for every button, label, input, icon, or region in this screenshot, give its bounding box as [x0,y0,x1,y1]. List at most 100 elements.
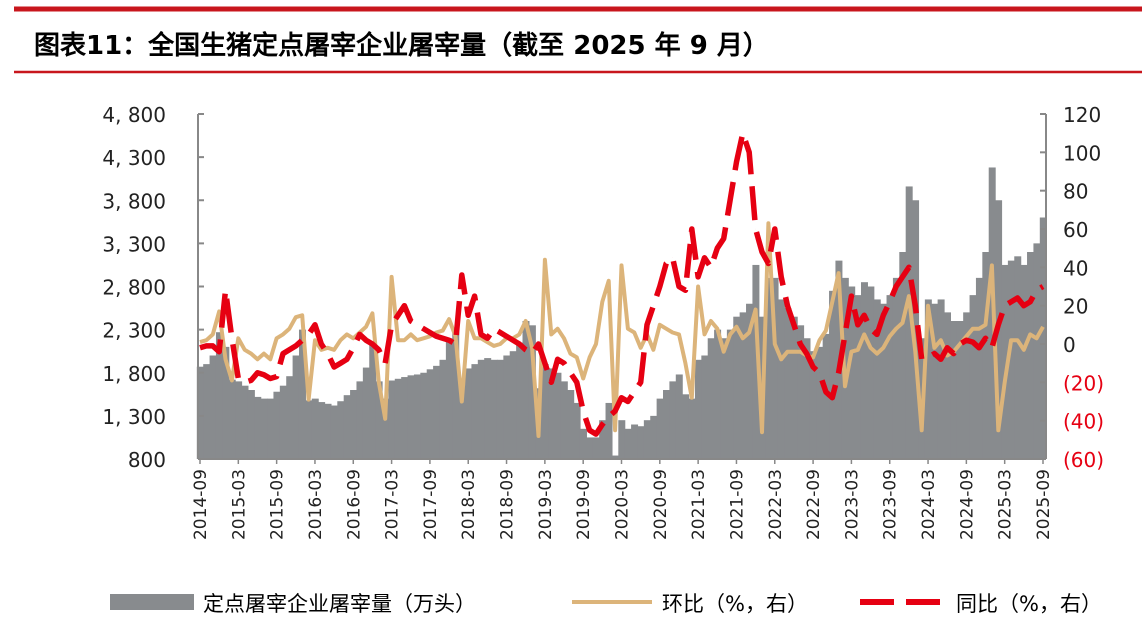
bar-97 [816,346,824,459]
left-tick-label: 2, 300 [102,319,166,343]
bar-29 [382,398,389,459]
bar-82 [720,338,728,459]
right-tick-label: 120 [1063,103,1101,127]
bar-43 [471,364,479,459]
bar-66 [618,420,626,459]
bar-116 [937,299,945,459]
bar-39 [445,338,453,459]
bar-1 [203,364,211,459]
bar-47 [496,359,504,459]
bar-128 [1014,256,1022,459]
left-tick-label: 4, 800 [102,103,166,127]
x-tick-label: 2017-09 [421,469,441,540]
legend-label-mom: 环比（%，右） [662,592,808,616]
bar-130 [1027,252,1035,459]
bar-83 [726,329,734,459]
bar-67 [624,428,632,459]
right-tick-label: 20 [1063,295,1088,319]
bar-60 [579,428,587,459]
bar-126 [1001,264,1009,459]
bar-107 [880,303,888,459]
bar-7 [241,385,249,459]
bar-106 [873,299,881,459]
right-tick-label: (40) [1063,410,1104,434]
bar-68 [631,424,639,459]
bar-54 [541,364,549,459]
bar-27 [369,342,377,459]
bar-5 [228,379,236,459]
bar-31 [394,378,402,459]
left-tick-label: 800 [128,448,166,472]
x-tick-label: 2021-03 [689,469,709,540]
bar-99 [829,290,837,459]
bar-13 [279,385,287,459]
bar-114 [924,299,932,459]
bar-10 [260,398,268,459]
x-tick-label: 2025-03 [996,469,1016,540]
bar-127 [1007,260,1015,459]
bar-95 [803,338,811,459]
x-tick-label: 2024-09 [957,469,977,540]
bar-65 [611,455,619,459]
right-tick-label: 80 [1063,180,1088,204]
bar-48 [503,355,511,459]
bar-115 [931,303,939,459]
x-tick-label: 2022-09 [804,469,824,540]
x-tick-label: 2018-03 [459,469,479,540]
bar-42 [465,368,473,459]
bar-81 [714,329,722,459]
bar-110 [899,252,907,459]
bar-69 [637,426,645,459]
bar-8 [247,390,255,459]
bar-19 [318,402,326,459]
x-tick-label: 2018-09 [498,469,518,540]
bar-76 [682,394,690,459]
bar-102 [848,286,856,459]
bar-91 [777,299,785,459]
bar-86 [746,303,754,459]
x-tick-label: 2014-09 [191,469,211,540]
bar-26 [362,367,370,459]
bar-46 [490,359,498,459]
bar-96 [809,351,817,459]
legend-label-yoy: 同比（%，右） [956,592,1102,616]
bar-120 [963,312,971,459]
bar-14 [286,376,294,459]
x-tick-label: 2015-09 [268,469,288,540]
bar-94 [797,325,805,459]
right-tick-label: (60) [1063,448,1104,472]
bar-55 [548,368,556,459]
bar-87 [752,264,760,459]
x-tick-label: 2025-09 [1034,469,1054,540]
right-tick-label: (20) [1063,371,1104,395]
x-tick-label: 2020-03 [613,469,633,540]
bar-119 [956,321,964,459]
bar-78 [694,359,702,459]
bar-61 [586,437,594,459]
right-tick-label: 40 [1063,256,1088,280]
bar-62 [592,437,600,459]
bar-84 [733,316,741,459]
left-tick-label: 2, 800 [102,276,166,300]
legend-label-bar: 定点屠宰企业屠宰量（万头） [203,592,476,616]
bar-111 [905,186,913,459]
bar-80 [707,338,715,459]
bar-118 [950,321,958,459]
bar-49 [509,351,517,459]
legend: 定点屠宰企业屠宰量（万头） 环比（%，右） 同比（%，右） [110,592,1102,616]
left-tick-label: 1, 300 [102,405,166,429]
bar-108 [886,295,894,459]
bar-122 [975,277,983,459]
left-tick-label: 4, 300 [102,146,166,170]
bar-71 [650,415,658,459]
bar-50 [516,342,524,459]
left-tick-label: 3, 800 [102,189,166,213]
bar-40 [452,331,460,459]
bar-98 [822,333,830,459]
bar-56 [554,372,562,459]
bar-70 [643,420,651,459]
chart-title: 图表11：全国生猪定点屠宰企业屠宰量（截至 2025 年 9 月） [34,30,769,61]
legend-swatch-bar [110,594,194,610]
